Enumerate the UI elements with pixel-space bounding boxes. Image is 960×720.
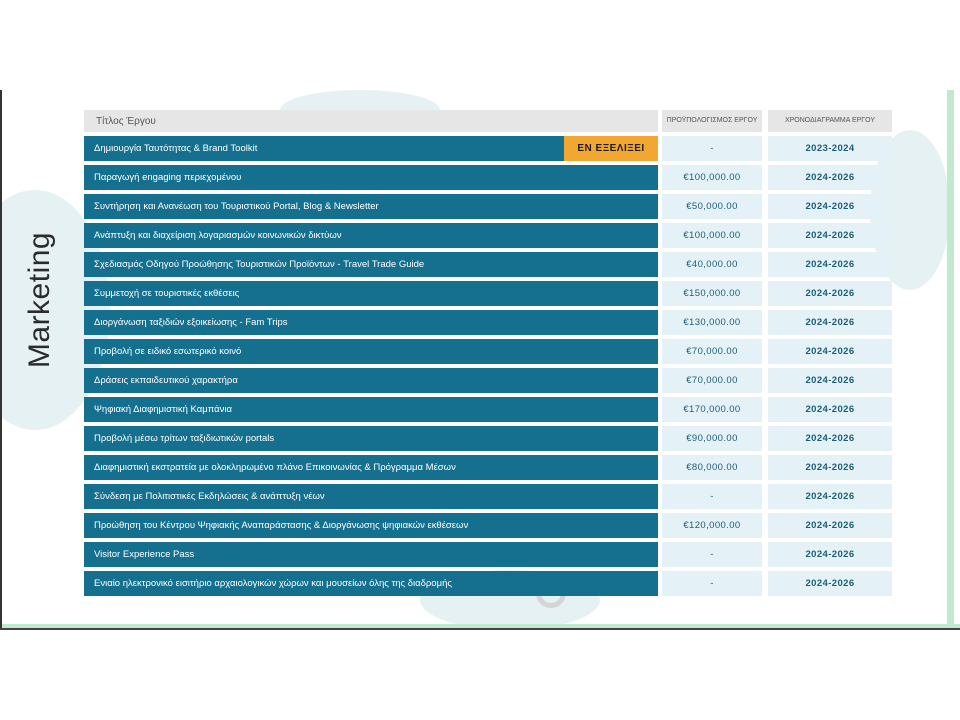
project-budget: €100,000.00 bbox=[662, 223, 762, 248]
project-title: Συντήρηση και Ανανέωση του Τουριστικού P… bbox=[84, 194, 658, 219]
project-title: Συμμετοχή σε τουριστικές εκθέσεις bbox=[84, 281, 658, 306]
table-row: Παραγωγή engaging περιεχομένου €100,000.… bbox=[84, 165, 892, 190]
table-row: Δράσεις εκπαιδευτικού χαρακτήρα €70,000.… bbox=[84, 368, 892, 393]
table-row: Σχεδιασμός Οδηγού Προώθησης Τουριστικών … bbox=[84, 252, 892, 277]
table-row: Δημιουργία Ταυτότητας & Brand Toolkit ΕΝ… bbox=[84, 136, 892, 161]
project-budget: €170,000.00 bbox=[662, 397, 762, 422]
project-title: Ανάπτυξη και διαχείριση λογαριασμών κοιν… bbox=[84, 223, 658, 248]
project-schedule: 2024-2026 bbox=[768, 252, 892, 277]
project-title: Visitor Experience Pass bbox=[84, 542, 658, 567]
project-budget: €100,000.00 bbox=[662, 165, 762, 190]
project-budget: - bbox=[662, 542, 762, 567]
project-schedule: 2023-2024 bbox=[768, 136, 892, 161]
table-row: Προώθηση του Κέντρου Ψηφιακής Αναπαράστα… bbox=[84, 513, 892, 538]
project-title: Δράσεις εκπαιδευτικού χαρακτήρα bbox=[84, 368, 658, 393]
project-budget: €70,000.00 bbox=[662, 339, 762, 364]
green-border-right bbox=[947, 90, 954, 630]
project-schedule: 2024-2026 bbox=[768, 194, 892, 219]
project-budget: €90,000.00 bbox=[662, 426, 762, 451]
project-title: Ψηφιακή Διαφημιστική Καμπάνια bbox=[84, 397, 658, 422]
project-schedule: 2024-2026 bbox=[768, 571, 892, 596]
green-border-bottom bbox=[0, 624, 960, 630]
project-title: Σχεδιασμός Οδηγού Προώθησης Τουριστικών … bbox=[84, 252, 658, 277]
column-header-budget: ΠΡΟΫΠΟΛΟΓΙΣΜΟΣ ΕΡΓΟΥ bbox=[662, 110, 762, 132]
project-schedule: 2024-2026 bbox=[768, 397, 892, 422]
table-row: Ψηφιακή Διαφημιστική Καμπάνια €170,000.0… bbox=[84, 397, 892, 422]
project-title: Διοργάνωση ταξιδιών εξοικείωσης - Fam Tr… bbox=[84, 310, 658, 335]
project-schedule: 2024-2026 bbox=[768, 310, 892, 335]
project-budget: €40,000.00 bbox=[662, 252, 762, 277]
column-header-title: Τίτλος Έργου bbox=[84, 110, 658, 132]
project-title: Ενιαίο ηλεκτρονικό εισιτήριο αρχαιολογικ… bbox=[84, 571, 658, 596]
slide-edge-left bbox=[0, 90, 2, 630]
project-title: Σύνδεση με Πολιτιστικές Εκδηλώσεις & ανά… bbox=[84, 484, 658, 509]
project-title: Προβολή μέσω τρίτων ταξιδιωτικών portals bbox=[84, 426, 658, 451]
project-schedule: 2024-2026 bbox=[768, 426, 892, 451]
table-row: Διαφημιστική εκστρατεία με ολοκληρωμένο … bbox=[84, 455, 892, 480]
project-budget: €130,000.00 bbox=[662, 310, 762, 335]
slide-edge-bottom bbox=[0, 628, 960, 630]
project-title: Προβολή σε ειδικό εσωτερικό κοινό bbox=[84, 339, 658, 364]
project-budget: €120,000.00 bbox=[662, 513, 762, 538]
status-badge: ΕΝ ΕΞΕΛΙΞΕΙ bbox=[564, 136, 658, 161]
section-title: Marketing bbox=[23, 231, 56, 369]
table-row: Visitor Experience Pass - 2024-2026 bbox=[84, 542, 892, 567]
table-row: Συμμετοχή σε τουριστικές εκθέσεις €150,0… bbox=[84, 281, 892, 306]
table-row: Ανάπτυξη και διαχείριση λογαριασμών κοιν… bbox=[84, 223, 892, 248]
project-budget: - bbox=[662, 571, 762, 596]
table-row: Προβολή μέσω τρίτων ταξιδιωτικών portals… bbox=[84, 426, 892, 451]
project-schedule: 2024-2026 bbox=[768, 165, 892, 190]
project-budget: €80,000.00 bbox=[662, 455, 762, 480]
project-schedule: 2024-2026 bbox=[768, 223, 892, 248]
column-header-schedule: ΧΡΟΝΟΔΙΑΓΡΑΜΜΑ ΕΡΓΟΥ bbox=[768, 110, 892, 132]
project-schedule: 2024-2026 bbox=[768, 339, 892, 364]
table-row: Διοργάνωση ταξιδιών εξοικείωσης - Fam Tr… bbox=[84, 310, 892, 335]
project-title: Δημιουργία Ταυτότητας & Brand Toolkit bbox=[84, 136, 658, 161]
project-schedule: 2024-2026 bbox=[768, 484, 892, 509]
project-schedule: 2024-2026 bbox=[768, 281, 892, 306]
table-row: Σύνδεση με Πολιτιστικές Εκδηλώσεις & ανά… bbox=[84, 484, 892, 509]
project-budget: €150,000.00 bbox=[662, 281, 762, 306]
slide: Marketing Τίτλος Έργου ΠΡΟΫΠΟΛΟΓΙΣΜΟΣ ΕΡ… bbox=[0, 90, 960, 630]
project-title: Παραγωγή engaging περιεχομένου bbox=[84, 165, 658, 190]
table-row: Ενιαίο ηλεκτρονικό εισιτήριο αρχαιολογικ… bbox=[84, 571, 892, 596]
project-schedule: 2024-2026 bbox=[768, 455, 892, 480]
project-budget: €50,000.00 bbox=[662, 194, 762, 219]
table-row: Συντήρηση και Ανανέωση του Τουριστικού P… bbox=[84, 194, 892, 219]
project-title: Διαφημιστική εκστρατεία με ολοκληρωμένο … bbox=[84, 455, 658, 480]
table-row: Προβολή σε ειδικό εσωτερικό κοινό €70,00… bbox=[84, 339, 892, 364]
project-schedule: 2024-2026 bbox=[768, 513, 892, 538]
project-schedule: 2024-2026 bbox=[768, 542, 892, 567]
project-budget: - bbox=[662, 136, 762, 161]
project-budget: - bbox=[662, 484, 762, 509]
project-title: Προώθηση του Κέντρου Ψηφιακής Αναπαράστα… bbox=[84, 513, 658, 538]
project-budget: €70,000.00 bbox=[662, 368, 762, 393]
project-schedule: 2024-2026 bbox=[768, 368, 892, 393]
